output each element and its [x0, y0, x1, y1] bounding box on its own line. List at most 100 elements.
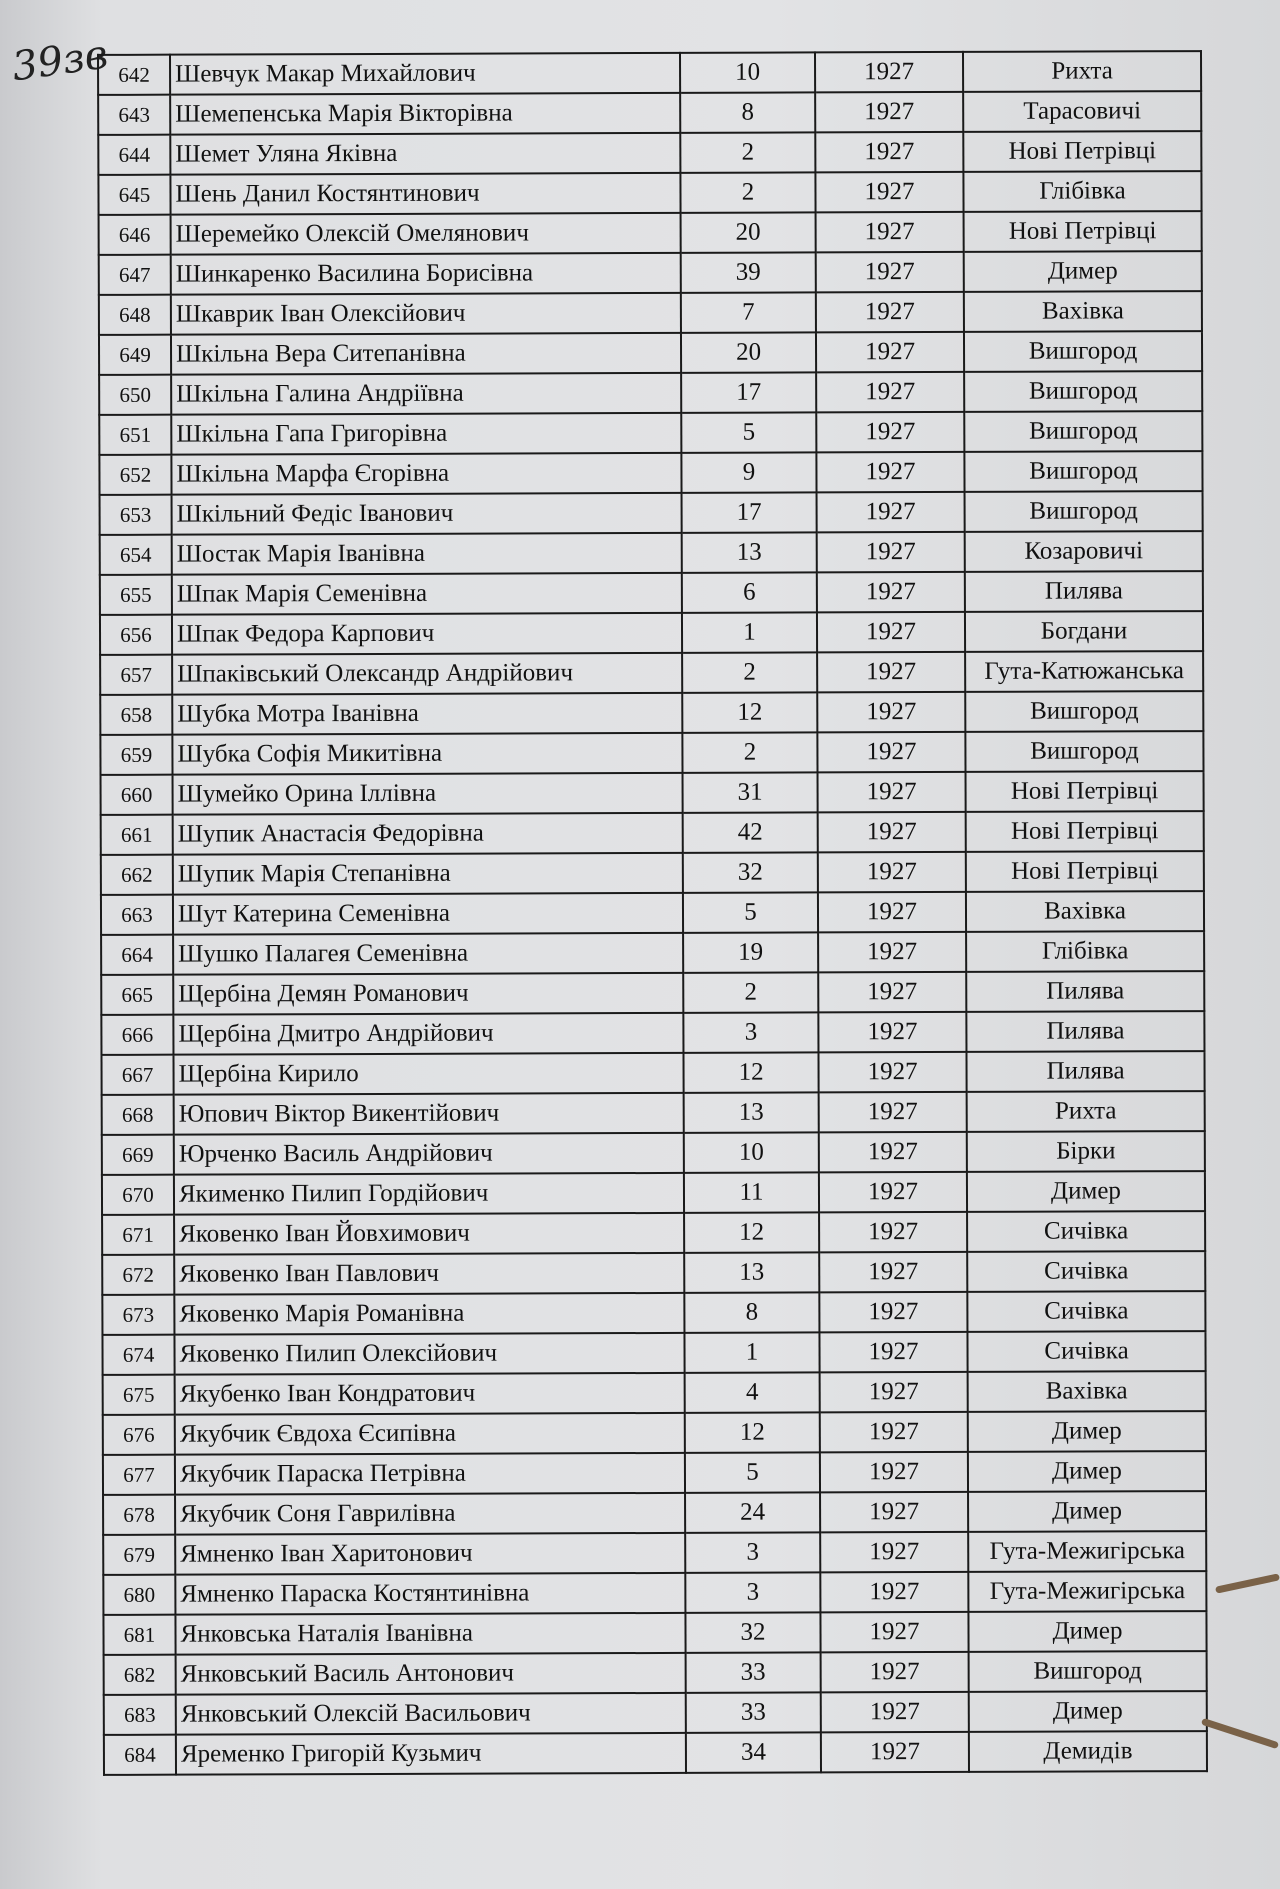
age-cell: 19	[683, 932, 819, 973]
year-cell: 1927	[816, 491, 965, 533]
table-row: 673 Яковенко Марія Романівна 8 1927 Сичівка	[102, 1291, 1206, 1335]
full-name-cell: Янковський Олексій Васильович	[175, 1692, 686, 1735]
village-cell: Димер	[966, 1171, 1206, 1212]
binding-string	[1200, 1717, 1280, 1750]
full-name-cell: Якубчик Параска Петрівна	[174, 1452, 686, 1495]
table-row: 671 Яковенко Іван Йовхимович 12 1927 Сичівка	[102, 1211, 1206, 1255]
age-cell: 20	[680, 212, 816, 253]
village-cell: Димер	[968, 1491, 1207, 1532]
table-row: 664 Шушко Палагея Семенівна 19 1927 Глібівка	[101, 931, 1205, 975]
table-row: 684 Яременко Григорій Кузьмич 34 1927 Демиді…	[103, 1731, 1207, 1775]
table-row: 662 Шупик Марія Степанівна 32 1927 Нові Петр…	[100, 851, 1204, 895]
record-number-cell: 676	[102, 1414, 175, 1455]
record-number-cell: 651	[99, 414, 172, 455]
year-cell: 1927	[815, 251, 964, 293]
full-name-cell: Шубка Софія Микитівна	[172, 732, 683, 775]
record-number-cell: 675	[102, 1374, 175, 1415]
full-name-cell: Шупик Марія Степанівна	[172, 852, 683, 895]
age-cell: 11	[683, 1172, 820, 1213]
age-cell: 2	[682, 732, 818, 773]
table-row: 683 Янковський Олексій Васильович 33 1927 Ди…	[103, 1691, 1207, 1735]
table-row: 659 Шубка Софія Микитівна 2 1927 Вишгород	[100, 731, 1204, 775]
village-cell: Глібівка	[966, 931, 1205, 972]
record-number-cell: 656	[99, 614, 173, 655]
age-cell: 12	[684, 1212, 820, 1253]
record-number-cell: 650	[99, 374, 172, 415]
full-name-cell: Шпак Марія Семенівна	[171, 572, 682, 615]
full-name-cell: Яковенко Іван Йовхимович	[174, 1212, 685, 1255]
village-cell: Вахівка	[965, 891, 1205, 932]
year-cell: 1927	[820, 1731, 970, 1773]
village-cell: Сичівка	[967, 1331, 1206, 1372]
age-cell: 32	[682, 852, 818, 893]
year-cell: 1927	[818, 1011, 967, 1053]
table-row: 678 Якубчик Соня Гаврилівна 24 1927 Димер	[103, 1491, 1207, 1535]
village-cell: Пилява	[966, 971, 1205, 1012]
table-row: 665 Щербіна Демян Романович 2 1927 Пилява	[101, 971, 1205, 1015]
record-number-cell: 680	[103, 1574, 176, 1615]
village-cell: Демидів	[968, 1731, 1207, 1772]
village-cell: Сичівка	[967, 1211, 1206, 1252]
age-cell: 5	[684, 1452, 821, 1493]
year-cell: 1927	[815, 131, 964, 173]
year-cell: 1927	[816, 371, 965, 413]
year-cell: 1927	[819, 1411, 968, 1453]
age-cell: 10	[679, 52, 816, 93]
full-name-cell: Яременко Григорій Кузьмич	[175, 1732, 687, 1775]
binding-string	[1214, 1573, 1280, 1594]
year-cell: 1927	[818, 931, 967, 973]
year-cell: 1927	[815, 211, 964, 253]
table-row: 675 Якубенко Іван Кондратович 4 1927 Вахівка	[102, 1371, 1206, 1415]
table-row: 643 Шемепенська Марія Вікторівна 8 1927 Тара…	[98, 91, 1202, 135]
village-cell: Сичівка	[967, 1291, 1206, 1332]
age-cell: 8	[684, 1292, 820, 1333]
year-cell: 1927	[817, 691, 966, 733]
village-cell: Нові Петрівці	[963, 131, 1202, 172]
table-row: 661 Шупик Анастасія Федорівна 42 1927 Нові П…	[100, 811, 1204, 855]
full-name-cell: Шушко Палагея Семенівна	[173, 932, 684, 975]
full-name-cell: Якименко Пилип Гордійович	[173, 1172, 685, 1215]
full-name-cell: Шостак Марія Іванівна	[171, 532, 682, 575]
village-cell: Димер	[967, 1411, 1206, 1452]
table-row: 682 Янковський Василь Антонович 33 1927 Вишг…	[103, 1651, 1207, 1695]
table-row: 644 Шемет Уляна Яківна 2 1927 Нові Петрівці	[98, 131, 1202, 175]
village-cell: Гута-Межигірська	[968, 1531, 1207, 1572]
village-cell: Вахівка	[963, 291, 1202, 332]
table-row: 669 Юрченко Василь Андрійович 10 1927 Бірки	[101, 1131, 1205, 1175]
year-cell: 1927	[814, 51, 964, 93]
age-cell: 17	[681, 492, 817, 533]
record-number-cell: 643	[98, 94, 171, 135]
year-cell: 1927	[818, 1131, 967, 1173]
age-cell: 3	[685, 1572, 821, 1613]
village-cell: Вишгород	[964, 491, 1203, 532]
full-name-cell: Якубенко Іван Кондратович	[174, 1372, 685, 1415]
record-number-cell: 664	[101, 934, 174, 975]
village-cell: Бірки	[966, 1131, 1205, 1172]
full-name-cell: Шкільний Федіс Іванович	[171, 492, 682, 535]
table-row: 646 Шеремейко Олексій Омелянович 20 1927 Нов…	[98, 211, 1202, 255]
table-row: 679 Ямненко Іван Харитонович 3 1927 Гута-Меж…	[103, 1531, 1207, 1575]
year-cell: 1927	[820, 1691, 969, 1733]
table-row: 672 Яковенко Іван Павлович 13 1927 Сичівка	[102, 1251, 1206, 1295]
full-name-cell: Яковенко Іван Павлович	[174, 1252, 685, 1295]
full-name-cell: Шумейко Орина Іллівна	[172, 772, 683, 815]
year-cell: 1927	[818, 971, 967, 1013]
village-cell: Димер	[967, 1451, 1207, 1492]
full-name-cell: Юпович Віктор Викентійович	[173, 1092, 684, 1135]
village-cell: Рихта	[962, 51, 1202, 92]
village-cell: Вишгород	[968, 1651, 1207, 1692]
record-number-cell: 679	[103, 1534, 176, 1575]
table-row: 676 Якубчик Євдоха Єсипівна 12 1927 Димер	[102, 1411, 1206, 1455]
full-name-cell: Якубчик Соня Гаврилівна	[175, 1492, 686, 1535]
age-cell: 31	[682, 772, 818, 813]
age-cell: 24	[685, 1492, 821, 1533]
year-cell: 1927	[818, 1091, 967, 1133]
village-cell: Вишгород	[965, 731, 1204, 772]
table-row: 657 Шпаківський Олександр Андрійович 2 1927…	[100, 651, 1204, 695]
table-row: 651 Шкільна Гапа Григорівна 5 1927 Вишгород	[99, 411, 1203, 455]
record-number-cell: 684	[103, 1734, 177, 1775]
village-cell: Вишгород	[964, 411, 1203, 452]
record-number-cell: 665	[101, 974, 174, 1015]
full-name-cell: Щербіна Демян Романович	[173, 972, 684, 1015]
year-cell: 1927	[816, 451, 965, 493]
